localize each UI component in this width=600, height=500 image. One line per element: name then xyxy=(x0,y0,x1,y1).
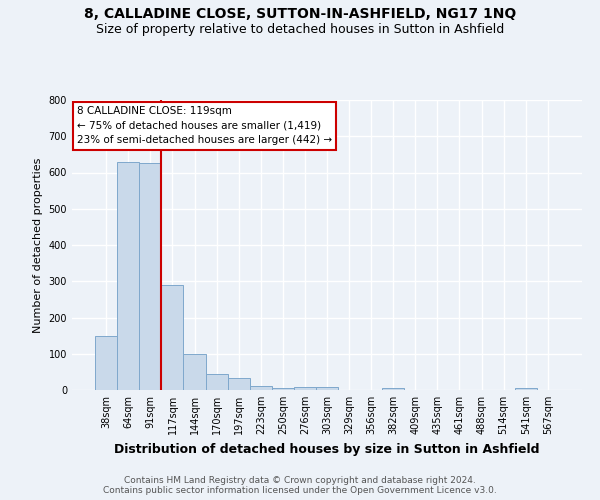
Bar xyxy=(184,354,206,390)
Bar xyxy=(227,378,250,390)
Text: 8, CALLADINE CLOSE, SUTTON-IN-ASHFIELD, NG17 1NQ: 8, CALLADINE CLOSE, SUTTON-IN-ASHFIELD, … xyxy=(84,8,516,22)
Bar xyxy=(316,387,338,390)
Bar xyxy=(95,336,117,390)
Bar xyxy=(294,387,316,390)
Y-axis label: Number of detached properties: Number of detached properties xyxy=(33,158,43,332)
X-axis label: Distribution of detached houses by size in Sutton in Ashfield: Distribution of detached houses by size … xyxy=(114,442,540,456)
Bar xyxy=(206,374,227,390)
Text: 8 CALLADINE CLOSE: 119sqm
← 75% of detached houses are smaller (1,419)
23% of se: 8 CALLADINE CLOSE: 119sqm ← 75% of detac… xyxy=(77,106,332,146)
Bar xyxy=(117,162,139,390)
Text: Size of property relative to detached houses in Sutton in Ashfield: Size of property relative to detached ho… xyxy=(96,22,504,36)
Text: Contains HM Land Registry data © Crown copyright and database right 2024.
Contai: Contains HM Land Registry data © Crown c… xyxy=(103,476,497,495)
Bar xyxy=(272,388,294,390)
Bar xyxy=(161,285,184,390)
Bar xyxy=(250,386,272,390)
Bar xyxy=(139,164,161,390)
Bar xyxy=(382,388,404,390)
Bar xyxy=(515,388,537,390)
